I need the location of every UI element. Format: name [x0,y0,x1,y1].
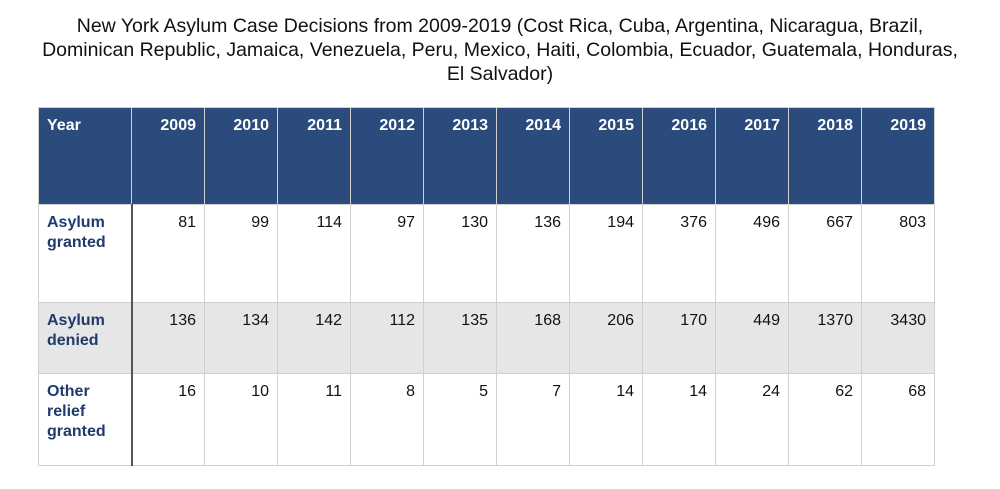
chart-title: New York Asylum Case Decisions from 2009… [42,15,958,85]
column-header-2009: 2009 [131,107,205,205]
data-cell: 135 [423,302,497,374]
data-cell: 136 [496,204,570,303]
data-cell: 376 [642,204,716,303]
data-cell: 206 [569,302,643,374]
data-cell: 97 [350,204,424,303]
data-cell: 168 [496,302,570,374]
data-cell: 136 [131,302,205,374]
data-cell: 134 [204,302,278,374]
column-header-2016: 2016 [642,107,716,205]
data-cell: 68 [861,373,935,466]
data-table: Year 2009 2010 2011 2012 2013 2014 2015 2016 201… [38,107,935,466]
row-label: Asylum denied [38,302,133,374]
data-cell: 1370 [788,302,862,374]
row-label: Asylum granted [38,204,133,303]
data-cell: 14 [642,373,716,466]
column-header-2014: 2014 [496,107,570,205]
data-cell: 14 [569,373,643,466]
table-row: Asylum granted 81 99 114 97 130 136 194 376 496 66… [38,204,935,303]
column-header-2013: 2013 [423,107,497,205]
column-header-2017: 2017 [715,107,789,205]
data-cell: 496 [715,204,789,303]
data-cell: 62 [788,373,862,466]
data-cell: 5 [423,373,497,466]
data-cell: 449 [715,302,789,374]
data-cell: 170 [642,302,716,374]
data-cell: 7 [496,373,570,466]
data-cell: 112 [350,302,424,374]
column-header-2012: 2012 [350,107,424,205]
row-label: Other relief granted [38,373,133,466]
column-header-2011: 2011 [277,107,351,205]
data-cell: 81 [131,204,205,303]
header-row: Year 2009 2010 2011 2012 2013 2014 2015 2016 201… [38,107,935,205]
data-cell: 194 [569,204,643,303]
row-header-label: Year [38,107,132,205]
data-cell: 3430 [861,302,935,374]
column-header-2019: 2019 [861,107,935,205]
data-cell: 667 [788,204,862,303]
data-cell: 10 [204,373,278,466]
data-cell: 8 [350,373,424,466]
data-cell: 16 [131,373,205,466]
data-cell: 803 [861,204,935,303]
data-cell: 24 [715,373,789,466]
table-row: Other relief granted 16 10 11 8 5 7 14 14 24 62 68 [38,373,935,466]
column-header-2018: 2018 [788,107,862,205]
column-header-2015: 2015 [569,107,643,205]
data-cell: 11 [277,373,351,466]
data-cell: 99 [204,204,278,303]
data-cell: 114 [277,204,351,303]
data-cell: 142 [277,302,351,374]
data-cell: 130 [423,204,497,303]
column-header-2010: 2010 [204,107,278,205]
table-row: Asylum denied 136 134 142 112 135 168 206 170 449… [38,302,935,374]
